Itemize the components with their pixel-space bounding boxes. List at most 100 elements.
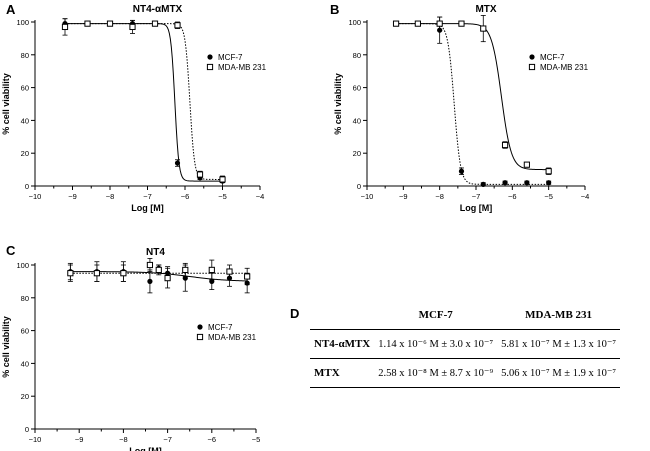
data-point-mda xyxy=(146,261,154,269)
data-point-mcf7 xyxy=(546,180,552,186)
y-tick-label: 20 xyxy=(353,149,361,158)
ic50-table: MCF-7 MDA-MB 231 NT4-αMTX 1.14 x 10⁻⁶ M … xyxy=(310,303,621,388)
y-tick-label: 60 xyxy=(353,84,361,93)
data-point-mda xyxy=(208,266,215,274)
fit-curve-mda xyxy=(396,23,549,171)
y-axis-label: % cell viability xyxy=(1,316,11,378)
cell-mcf7: 2.58 x 10⁻⁸ M ± 8.7 x 10⁻⁹ xyxy=(374,358,498,388)
panel-letter-d: D xyxy=(290,306,300,321)
data-point-mcf7 xyxy=(480,181,486,187)
data-point-mda xyxy=(196,171,204,178)
data-point-mda xyxy=(523,161,530,168)
y-tick-label: 0 xyxy=(25,425,29,434)
row-label: NT4-αMTX xyxy=(310,329,375,359)
x-tick-label: −9 xyxy=(75,435,84,444)
y-tick-label: 80 xyxy=(353,51,361,60)
y-tick-label: 0 xyxy=(357,182,361,191)
x-tick-label: −6 xyxy=(181,192,190,201)
data-point-mda xyxy=(480,25,487,32)
y-tick-label: 80 xyxy=(21,51,29,60)
data-point-mda xyxy=(151,20,159,27)
data-point-mda xyxy=(174,22,181,29)
x-tick-label: −7 xyxy=(143,192,152,201)
y-tick-label: 0 xyxy=(25,182,29,191)
data-point-mcf7 xyxy=(174,160,181,166)
y-tick-label: 60 xyxy=(21,84,29,93)
y-tick-label: 100 xyxy=(16,18,29,27)
legend-marker xyxy=(529,54,535,60)
data-point-mda xyxy=(436,20,443,27)
data-point-mda xyxy=(182,266,189,274)
data-point-mda xyxy=(501,141,509,149)
legend-label: MDA-MB 231 xyxy=(540,63,589,72)
x-axis-label: Log [M] xyxy=(460,203,492,213)
data-point-mcf7 xyxy=(458,168,465,174)
y-tick-label: 20 xyxy=(21,392,29,401)
legend-marker xyxy=(206,63,214,71)
x-tick-label: −4 xyxy=(256,192,265,201)
data-point-mda xyxy=(93,270,100,277)
data-point-mcf7 xyxy=(147,278,153,284)
y-tick-label: 40 xyxy=(353,116,361,125)
x-tick-label: −5 xyxy=(544,192,553,201)
x-tick-label: −6 xyxy=(508,192,517,201)
data-point-mda xyxy=(244,273,251,280)
x-tick-label: −10 xyxy=(361,192,374,201)
x-tick-label: −9 xyxy=(68,192,77,201)
y-tick-label: 100 xyxy=(348,18,361,27)
fit-curve-mda xyxy=(65,23,223,180)
legend-marker xyxy=(528,63,536,71)
x-tick-label: −6 xyxy=(208,435,217,444)
table-header-mda: MDA-MB 231 xyxy=(497,303,621,330)
data-point-mda xyxy=(106,20,114,27)
table-header-blank xyxy=(310,303,375,330)
legend-label: MCF-7 xyxy=(208,323,233,332)
data-point-mcf7 xyxy=(502,180,508,186)
x-axis-label: Log [M] xyxy=(129,446,161,451)
legend-marker xyxy=(207,54,213,60)
data-point-mda xyxy=(414,20,421,27)
x-tick-label: −8 xyxy=(106,192,115,201)
cell-mcf7: 1.14 x 10⁻⁶ M ± 3.0 x 10⁻⁷ xyxy=(374,329,498,359)
legend-label: MCF-7 xyxy=(540,53,565,62)
chart-title: NT4-αMTX xyxy=(133,4,183,15)
panel-letter-a: A xyxy=(6,2,16,17)
x-tick-label: −7 xyxy=(472,192,481,201)
x-tick-label: −5 xyxy=(252,435,261,444)
data-point-mda xyxy=(61,23,69,31)
data-point-mda xyxy=(155,266,162,274)
legend-marker xyxy=(197,324,203,330)
y-tick-label: 20 xyxy=(21,149,29,158)
data-point-mda xyxy=(120,270,127,277)
data-point-mda xyxy=(458,20,465,27)
y-tick-label: 60 xyxy=(21,327,29,336)
x-tick-label: −10 xyxy=(29,192,42,201)
table-row: MTX 2.58 x 10⁻⁸ M ± 8.7 x 10⁻⁹ 5.06 x 10… xyxy=(310,358,621,388)
y-tick-label: 100 xyxy=(16,261,29,270)
data-point-mda xyxy=(219,176,226,183)
data-point-mda xyxy=(226,268,233,275)
panel-letter-b: B xyxy=(330,2,340,17)
data-point-mda xyxy=(84,20,91,27)
chart-title: MTX xyxy=(475,4,496,15)
data-point-mcf7 xyxy=(524,180,530,186)
x-tick-label: −8 xyxy=(435,192,444,201)
panel-letter-c: C xyxy=(6,243,16,258)
x-tick-label: −9 xyxy=(399,192,408,201)
y-tick-label: 40 xyxy=(21,359,29,368)
table-row: NT4-αMTX 1.14 x 10⁻⁶ M ± 3.0 x 10⁻⁷ 5.81… xyxy=(310,329,621,359)
cell-mda: 5.81 x 10⁻⁷ M ± 1.3 x 10⁻⁷ xyxy=(497,329,621,359)
x-axis-label: Log [M] xyxy=(131,203,163,213)
legend-label: MCF-7 xyxy=(218,53,243,62)
table-header-mcf7: MCF-7 xyxy=(374,303,498,330)
legend-label: MDA-MB 231 xyxy=(208,333,257,342)
chart-title: NT4 xyxy=(146,247,165,258)
y-tick-label: 40 xyxy=(21,116,29,125)
data-point-mda xyxy=(545,168,552,175)
row-label: MTX xyxy=(310,358,375,388)
data-point-mda xyxy=(129,23,136,31)
y-axis-label: % cell viability xyxy=(1,73,11,135)
